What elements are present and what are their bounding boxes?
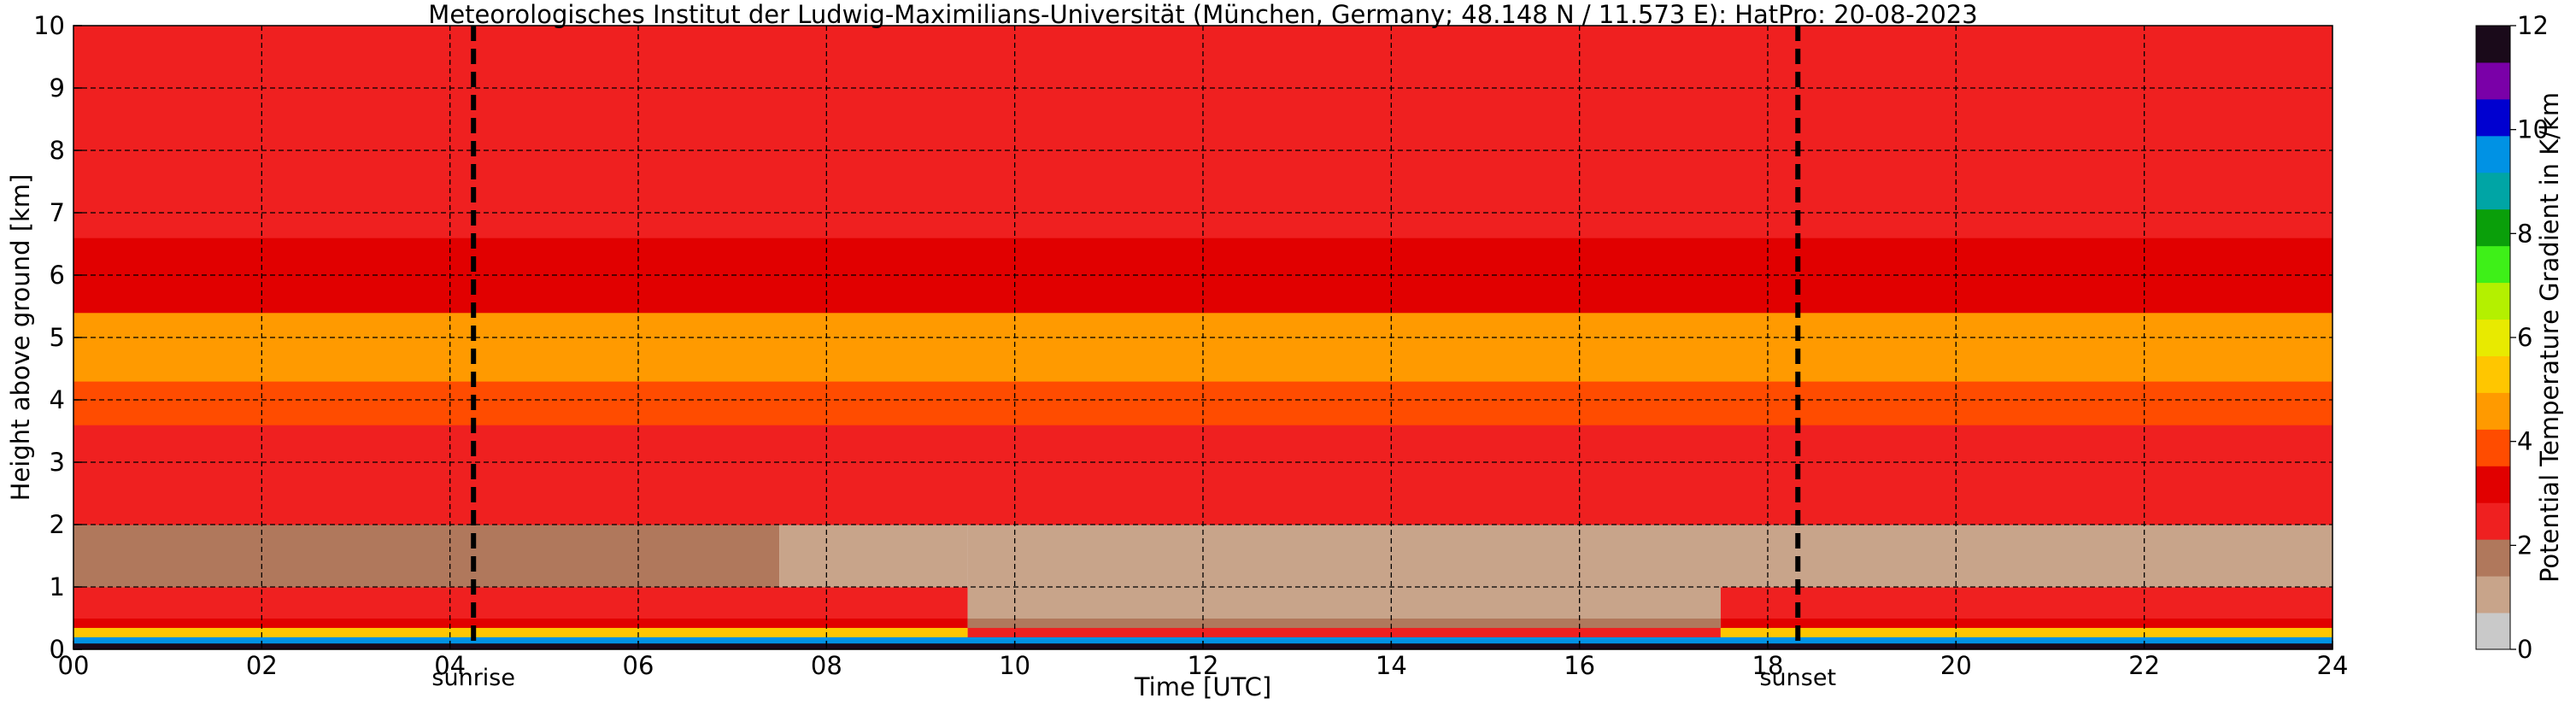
x-tick-label: 16 <box>1564 651 1595 680</box>
y-tick-label: 6 <box>50 261 65 290</box>
colorbar-tick-label: 0 <box>2517 635 2532 664</box>
colorbar-swatch <box>2476 172 2510 210</box>
colorbar-swatch <box>2476 208 2510 247</box>
colorbar-swatch <box>2476 429 2510 466</box>
x-tick-label: 22 <box>2128 651 2160 680</box>
colorbar-tick-label: 10 <box>2517 115 2549 144</box>
colorbar-swatch <box>2476 245 2510 284</box>
heatmap-cell <box>1720 627 2332 637</box>
heatmap-cell <box>73 618 968 628</box>
colorbar-swatch <box>2476 502 2510 540</box>
heatmap-cell <box>73 627 968 637</box>
x-tick-label: 12 <box>1188 651 1219 680</box>
heatmap-cell <box>967 587 1721 619</box>
x-tick-label: 08 <box>811 651 842 680</box>
grid-layer <box>73 26 2332 649</box>
heatmap-cell <box>967 525 1797 588</box>
y-tick-label: 10 <box>33 11 65 40</box>
colorbar-frame <box>2475 25 2511 650</box>
sunset-label: sunset <box>1759 665 1836 691</box>
y-tick-label: 5 <box>50 323 65 352</box>
colorbar-swatch <box>2476 26 2510 63</box>
heatmap-cell <box>967 618 1721 628</box>
sunrise-label: sunrise <box>431 665 515 691</box>
y-tick-label: 1 <box>50 572 65 601</box>
colorbar-swatch <box>2476 576 2510 613</box>
colorbar-swatch <box>2476 282 2510 320</box>
colorbar-swatch <box>2476 62 2510 100</box>
event-lines: sunrise sunset <box>431 26 1836 691</box>
colorbar-label: Potential Temperature Gradient in K/km <box>2535 92 2564 583</box>
y-tick-label: 4 <box>50 385 65 414</box>
x-tick-label: 18 <box>1752 651 1784 680</box>
colorbar-tick-label: 8 <box>2517 219 2532 248</box>
y-axis: 0 1 2 3 4 5 6 7 8 9 10 <box>33 11 82 664</box>
x-tick-label: 10 <box>999 651 1030 680</box>
colorbar-swatch <box>2476 392 2510 430</box>
chart-title: Meteorologisches Institut der Ludwig-Max… <box>428 0 1977 29</box>
heatmap-cell <box>1720 618 2332 628</box>
x-tick-label: 04 <box>434 651 466 680</box>
colorbar-swatch <box>2476 98 2510 137</box>
x-tick-label: 20 <box>1940 651 1972 680</box>
y-tick-label: 8 <box>50 136 65 165</box>
colorbar-swatch <box>2476 539 2510 577</box>
colorbar: 0 2 4 6 8 10 12 <box>2476 11 2549 664</box>
colorbar-swatch <box>2476 355 2510 393</box>
x-axis: 00 02 04 06 08 10 12 14 16 18 20 22 24 <box>58 641 2349 680</box>
x-tick-label: 14 <box>1376 651 1407 680</box>
y-axis-label: Height above ground [km] <box>6 174 35 502</box>
x-tick-label: 06 <box>623 651 654 680</box>
colorbar-swatch <box>2476 466 2510 503</box>
heatmap-cell <box>73 637 2332 644</box>
colorbar-swatch <box>2476 135 2510 173</box>
colorbar-tick-label: 6 <box>2517 323 2532 352</box>
x-axis-label: Time [UTC] <box>1134 672 1271 701</box>
heatmap-cell <box>779 525 968 588</box>
heatmap-cell <box>73 587 968 619</box>
y-tick-label: 2 <box>50 510 65 539</box>
heatmap-cell <box>967 627 1721 637</box>
x-tick-label: 02 <box>246 651 278 680</box>
colorbar-tick-label: 2 <box>2517 531 2532 560</box>
colorbar-swatch <box>2476 613 2510 650</box>
colorbar-tick-label: 12 <box>2517 11 2549 40</box>
x-tick-label: 24 <box>2317 651 2349 680</box>
y-tick-label: 3 <box>50 448 65 477</box>
heatmap-cell <box>73 525 780 588</box>
y-tick-label: 0 <box>50 635 65 664</box>
colorbar-tick-label: 4 <box>2517 427 2532 456</box>
heatmap-cell <box>1720 587 2332 619</box>
heatmap-cell <box>1796 525 2332 588</box>
y-tick-label: 7 <box>50 198 65 227</box>
y-tick-label: 9 <box>50 73 65 103</box>
x-tick-label: 00 <box>58 651 90 680</box>
colorbar-swatch <box>2476 319 2510 356</box>
